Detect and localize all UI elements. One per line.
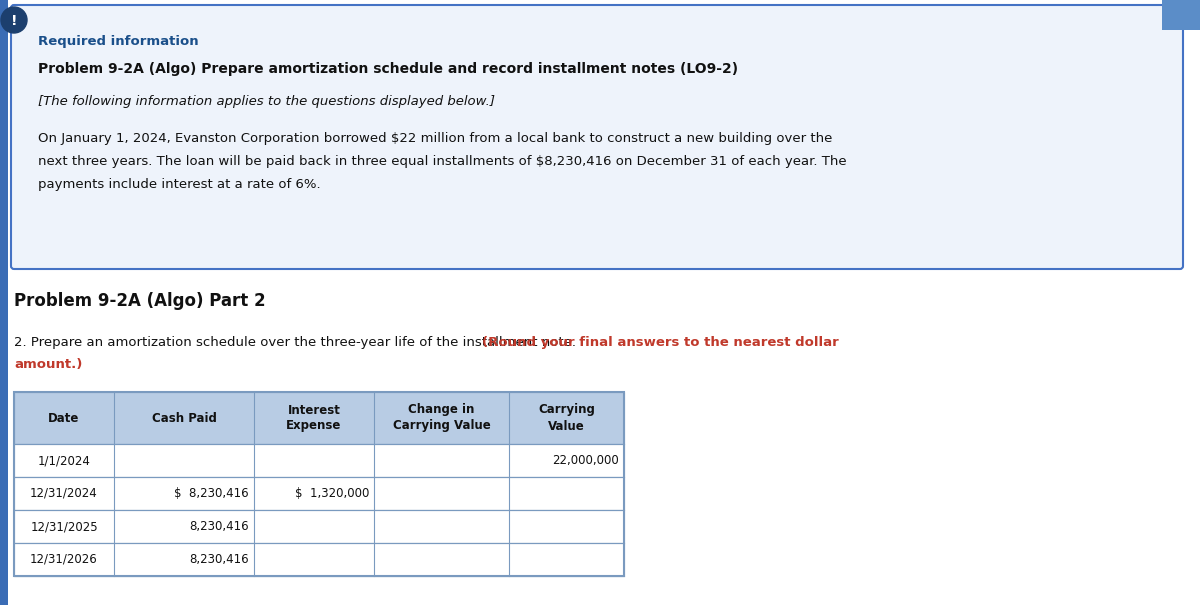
Text: (Round your final answers to the nearest dollar: (Round your final answers to the nearest… (482, 336, 839, 349)
Text: next three years. The loan will be paid back in three equal installments of $8,2: next three years. The loan will be paid … (38, 155, 847, 168)
Text: amount.): amount.) (14, 358, 83, 371)
Text: On January 1, 2024, Evanston Corporation borrowed $22 million from a local bank : On January 1, 2024, Evanston Corporation… (38, 132, 833, 145)
Text: Cash Paid: Cash Paid (151, 411, 216, 425)
Text: Change in
Carrying Value: Change in Carrying Value (392, 404, 491, 433)
Text: 12/31/2025: 12/31/2025 (30, 520, 98, 533)
Text: Problem 9-2A (Algo) Part 2: Problem 9-2A (Algo) Part 2 (14, 292, 265, 310)
Circle shape (1, 7, 28, 33)
Text: [The following information applies to the questions displayed below.]: [The following information applies to th… (38, 95, 496, 108)
Bar (14, 477, 624, 510)
Text: $  1,320,000: $ 1,320,000 (295, 487, 370, 500)
FancyBboxPatch shape (11, 5, 1183, 269)
Text: Required information: Required information (38, 35, 199, 48)
Text: 1/1/2024: 1/1/2024 (37, 454, 90, 467)
Text: Interest
Expense: Interest Expense (287, 404, 342, 433)
Text: 8,230,416: 8,230,416 (190, 553, 250, 566)
Bar (14, 510, 624, 543)
Bar (1162, 0, 1200, 30)
Text: $  8,230,416: $ 8,230,416 (174, 487, 250, 500)
Text: !: ! (11, 14, 17, 28)
Text: payments include interest at a rate of 6%.: payments include interest at a rate of 6… (38, 178, 320, 191)
Bar (14, 543, 624, 576)
Text: Problem 9-2A (Algo) Prepare amortization schedule and record installment notes (: Problem 9-2A (Algo) Prepare amortization… (38, 62, 738, 76)
Text: 8,230,416: 8,230,416 (190, 520, 250, 533)
Text: Carrying
Value: Carrying Value (538, 404, 595, 433)
Bar (0, 0, 8, 605)
Bar (14, 392, 624, 444)
Text: 2. Prepare an amortization schedule over the three-year life of the installment : 2. Prepare an amortization schedule over… (14, 336, 581, 349)
Text: Date: Date (48, 411, 79, 425)
Bar (14, 444, 624, 477)
Text: 12/31/2024: 12/31/2024 (30, 487, 98, 500)
Bar (14, 392, 624, 576)
Text: 22,000,000: 22,000,000 (552, 454, 619, 467)
Text: 12/31/2026: 12/31/2026 (30, 553, 98, 566)
